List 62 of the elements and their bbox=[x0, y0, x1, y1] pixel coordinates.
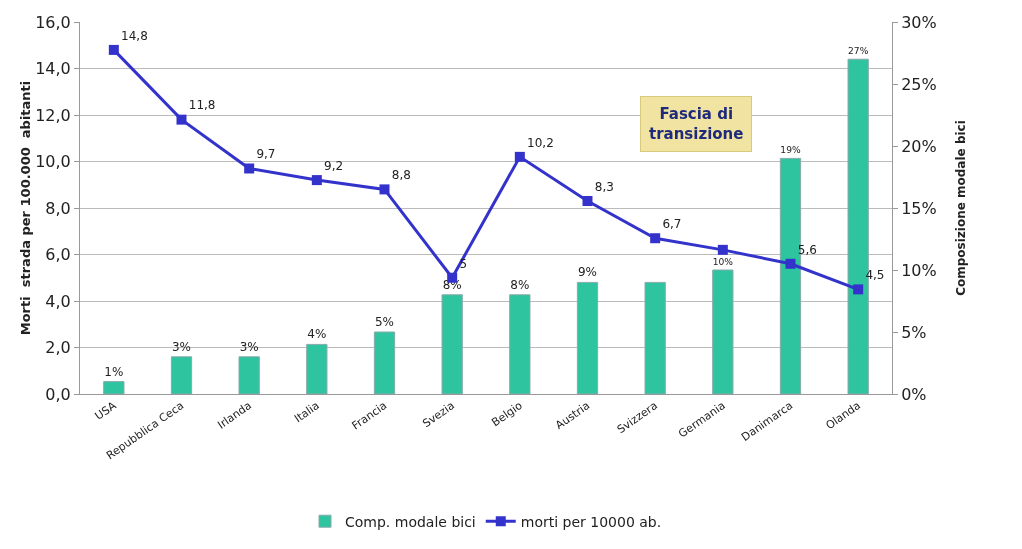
point bbox=[582, 196, 593, 207]
y-tick-label: 0,0 bbox=[45, 384, 71, 404]
y-tick-label: 2,0 bbox=[45, 338, 71, 358]
bar bbox=[644, 281, 666, 394]
point bbox=[717, 244, 728, 255]
data-label: 3% bbox=[239, 339, 259, 354]
data-label: 9% bbox=[577, 265, 598, 280]
y2-tick-label: 20% bbox=[901, 136, 937, 156]
data-label: 10,2 bbox=[527, 135, 554, 150]
data-label: 4% bbox=[307, 327, 327, 342]
y2-axis-title: Composizione modale bici bbox=[953, 120, 968, 296]
point bbox=[785, 258, 796, 269]
point bbox=[853, 284, 864, 295]
point bbox=[650, 233, 661, 244]
y2-tick-label: 10% bbox=[901, 260, 937, 280]
y-tick-label: 16,0 bbox=[35, 12, 71, 32]
y2-tick-label: 30% bbox=[901, 12, 937, 32]
data-label: 5% bbox=[374, 315, 395, 329]
point bbox=[108, 44, 119, 55]
bar bbox=[103, 381, 125, 394]
data-label: 9,7 bbox=[256, 147, 276, 162]
bar bbox=[373, 331, 396, 394]
point bbox=[311, 175, 322, 186]
data-label: 1% bbox=[104, 364, 124, 379]
data-label: 14,8 bbox=[121, 28, 148, 43]
data-label: 27% bbox=[848, 45, 869, 56]
data-label: 11,8 bbox=[188, 98, 216, 113]
data-label: 10% bbox=[712, 256, 734, 267]
data-label: 9,2 bbox=[324, 158, 344, 173]
data-label: 8% bbox=[510, 277, 530, 292]
point bbox=[379, 184, 390, 195]
point bbox=[176, 114, 187, 125]
bar bbox=[712, 269, 734, 394]
legend-label: Comp. modale bici bbox=[345, 513, 476, 530]
y-tick-label: 8,0 bbox=[45, 198, 71, 218]
data-label: 8,3 bbox=[594, 179, 614, 194]
data-label: 8,8 bbox=[391, 168, 411, 183]
y-tick-label: 6,0 bbox=[45, 245, 71, 265]
point bbox=[514, 151, 525, 162]
bar bbox=[441, 294, 463, 394]
data-label: 3% bbox=[171, 339, 192, 354]
y-tick-label: 4,0 bbox=[45, 291, 71, 311]
bar bbox=[509, 294, 531, 394]
y-tick-label: 12,0 bbox=[35, 105, 71, 125]
y-tick-label: 10,0 bbox=[35, 152, 71, 172]
data-label: 6,7 bbox=[662, 216, 682, 231]
bar bbox=[170, 356, 193, 394]
y2-tick-label: 0% bbox=[901, 384, 927, 404]
y-tick-label: 14,0 bbox=[35, 59, 71, 79]
legend-label: morti per 10000 ab. bbox=[520, 513, 662, 530]
y-axis-title: Morti strada per 100.000 abitanti bbox=[18, 80, 34, 336]
annotation: Fascia di transizione bbox=[649, 105, 744, 143]
y2-tick-label: 15% bbox=[901, 198, 937, 218]
point bbox=[244, 163, 255, 174]
data-label: 19% bbox=[780, 145, 801, 156]
bar bbox=[306, 343, 328, 394]
bar bbox=[576, 281, 599, 394]
data-label: 5 bbox=[459, 256, 468, 271]
x-tick-label: USA bbox=[92, 398, 120, 423]
y2-tick-label: 5% bbox=[901, 322, 927, 342]
y2-tick-label: 25% bbox=[901, 74, 937, 94]
bar bbox=[238, 356, 260, 394]
